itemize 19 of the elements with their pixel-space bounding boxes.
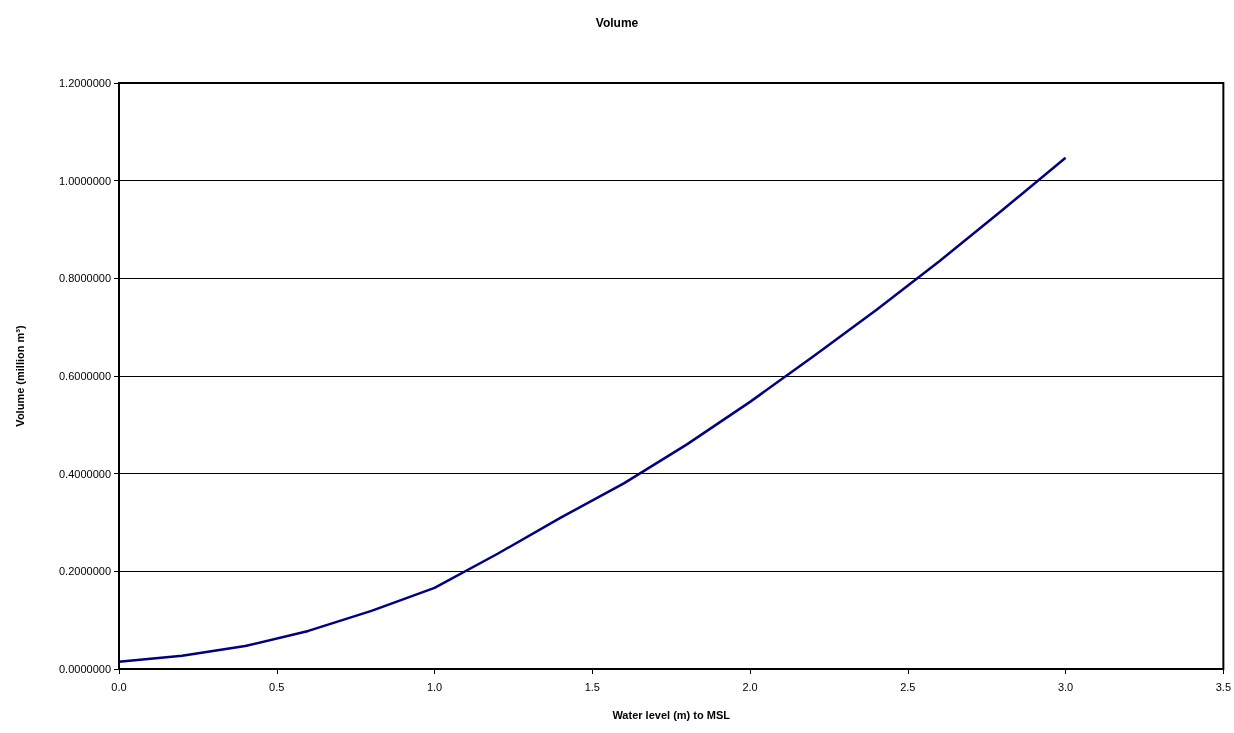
- y-tick-label: 0.4000000: [59, 467, 111, 480]
- x-tick-label: 2.5: [900, 680, 916, 693]
- y-tick-label: 0.6000000: [59, 370, 111, 382]
- x-tick-label: 2.0: [742, 680, 758, 693]
- y-tick-label: 1.2000000: [59, 77, 111, 89]
- y-tick-label: 0.0000000: [59, 663, 111, 675]
- chart-title: Volume: [595, 16, 639, 30]
- x-tick-label: 3.0: [1057, 680, 1074, 693]
- y-tick-label: 0.2000000: [59, 565, 111, 578]
- y-tick-label: 0.8000000: [59, 272, 111, 285]
- x-tick-label: 1.0: [426, 680, 443, 693]
- x-axis-title: Water level (m) to MSL: [612, 708, 731, 721]
- x-tick-label: 3.5: [1215, 680, 1231, 693]
- x-tick-label: 1.5: [584, 680, 600, 693]
- x-tick-label: 0.5: [269, 680, 285, 693]
- y-axis-title: Volume (million m³): [13, 325, 26, 427]
- line-series: [117, 156, 1067, 663]
- y-tick-label: 1.0000000: [59, 174, 111, 187]
- x-tick-label: 0.0: [111, 680, 127, 693]
